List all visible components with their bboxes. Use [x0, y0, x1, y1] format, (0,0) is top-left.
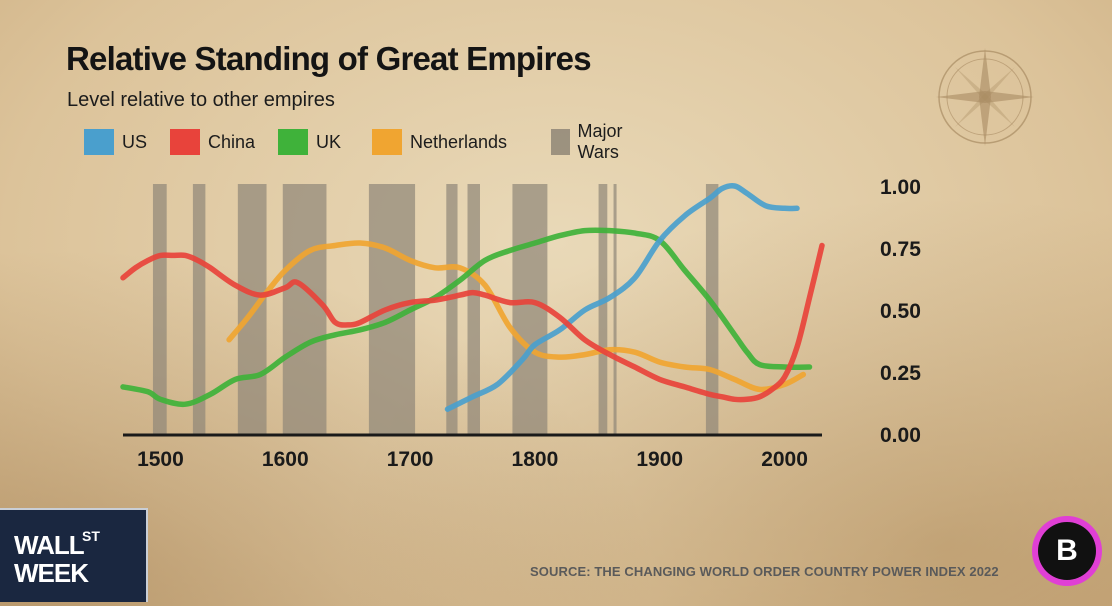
series-lines — [120, 183, 825, 412]
war-band-8 — [598, 184, 608, 434]
legend-item-uk: UK — [278, 128, 341, 156]
chart-subtitle: Level relative to other empires — [67, 89, 335, 111]
war-band-3 — [282, 184, 327, 434]
series-line-netherlands — [226, 240, 807, 393]
show-logo-word-week: WEEK — [14, 558, 89, 588]
x-tick-label-1800: 1800 — [512, 448, 559, 471]
legend-item-major-wars: Major Wars — [551, 121, 634, 162]
legend-label-us: US — [122, 131, 148, 152]
major-wars-bands — [152, 184, 719, 434]
legend-swatch-major-wars — [551, 129, 570, 155]
y-tick-label-0-50: 0.50 — [880, 300, 921, 323]
network-logo-letter: B — [1038, 522, 1096, 580]
legend-label-major-wars: Major Wars — [577, 121, 623, 162]
legend-swatch-china — [170, 129, 200, 155]
series-line-us — [444, 183, 800, 412]
show-logo-word-st: ST — [82, 528, 100, 544]
war-band-6 — [467, 184, 480, 434]
series-line-china — [120, 242, 825, 403]
war-band-0 — [152, 184, 167, 434]
series-line-uk — [120, 227, 813, 408]
war-band-7 — [512, 184, 548, 434]
legend-label-uk: UK — [316, 131, 342, 152]
legend-item-us: US — [84, 128, 147, 156]
chart-title: Relative Standing of Great Empires — [66, 40, 592, 77]
x-tick-labels: 1500 1600 1700 1800 1900 2000 — [137, 448, 808, 471]
legend-swatch-uk — [278, 129, 308, 155]
x-tick-label-2000: 2000 — [761, 448, 808, 471]
war-band-5 — [446, 184, 458, 434]
show-logo-word-wall: WALL — [14, 530, 85, 560]
y-tick-label-0-75: 0.75 — [880, 238, 921, 261]
legend-item-china: China — [170, 128, 255, 156]
war-band-9 — [613, 184, 617, 434]
legend-label-china: China — [208, 131, 256, 152]
y-tick-label-0-00: 0.00 — [880, 424, 921, 447]
x-tick-label-1900: 1900 — [636, 448, 683, 471]
show-logo: WALL ST WEEK — [0, 508, 148, 602]
legend-item-netherlands: Netherlands — [372, 128, 507, 156]
x-tick-label-1600: 1600 — [262, 448, 309, 471]
legend-label-netherlands: Netherlands — [410, 131, 508, 152]
x-tick-label-1500: 1500 — [137, 448, 184, 471]
source-note: SOURCE: THE CHANGING WORLD ORDER COUNTRY… — [530, 564, 999, 579]
y-tick-label-1-00: 1.00 — [880, 176, 921, 199]
legend-swatch-netherlands — [372, 129, 402, 155]
network-logo: B — [1032, 516, 1102, 586]
war-band-1 — [192, 184, 206, 434]
x-tick-label-1700: 1700 — [387, 448, 434, 471]
y-tick-labels: 0.00 0.25 0.50 0.75 1.00 — [880, 176, 921, 447]
y-tick-label-0-25: 0.25 — [880, 362, 921, 385]
compass-rose-icon — [936, 48, 1034, 146]
legend-swatch-us — [84, 129, 114, 155]
